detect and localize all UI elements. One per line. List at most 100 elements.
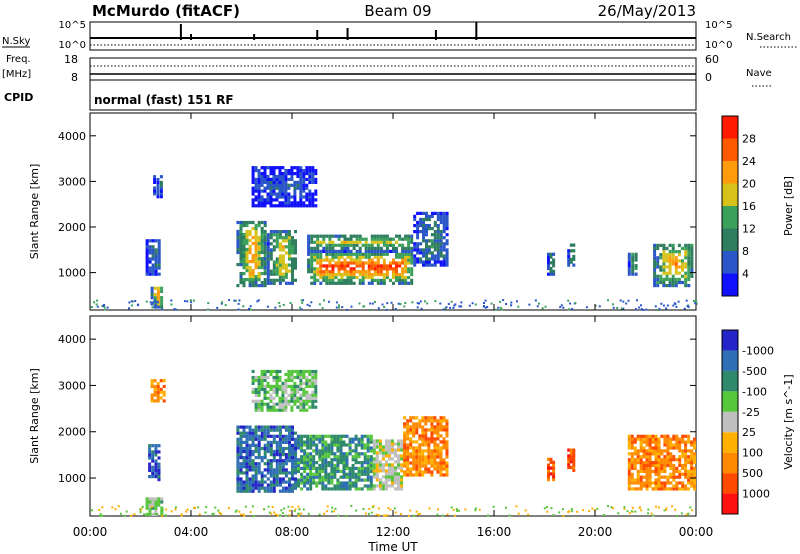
data-cell <box>648 440 652 444</box>
data-cell <box>436 236 440 240</box>
data-cell <box>236 284 240 288</box>
data-cell <box>339 452 343 456</box>
data-cell <box>410 281 414 285</box>
data-cell <box>410 273 414 277</box>
data-cell <box>162 379 166 383</box>
data-cell <box>657 437 661 441</box>
data-cell <box>239 480 243 484</box>
data-cell <box>366 466 370 470</box>
data-cell <box>275 269 279 273</box>
data-cell <box>145 242 149 246</box>
ground-scatter-cell <box>327 300 330 303</box>
data-cell <box>272 428 276 432</box>
data-cell <box>251 486 255 490</box>
ground-scatter-cell <box>283 507 286 510</box>
data-cell <box>430 422 434 426</box>
data-cell <box>288 281 291 285</box>
data-cell <box>413 263 417 267</box>
data-cell <box>389 237 392 241</box>
data-cell <box>348 475 352 479</box>
data-cell <box>552 478 556 482</box>
data-cell <box>333 458 337 462</box>
data-cell <box>236 453 240 457</box>
ground-scatter-cell <box>123 514 126 517</box>
data-cell <box>291 471 294 475</box>
data-cell <box>687 472 691 476</box>
data-cell <box>306 455 310 459</box>
data-cell <box>369 469 373 473</box>
ground-scatter-cell <box>611 303 614 306</box>
data-cell <box>248 456 252 460</box>
data-cell <box>239 486 243 490</box>
data-cell <box>436 437 440 441</box>
data-cell <box>242 284 246 288</box>
ground-scatter-cell <box>323 299 325 302</box>
data-cell <box>254 169 258 173</box>
data-cell <box>419 230 423 234</box>
data-cell <box>242 247 246 252</box>
data-cell <box>245 459 249 463</box>
data-cell <box>681 268 684 272</box>
ground-scatter-cell <box>212 512 215 515</box>
data-cell <box>677 253 681 257</box>
data-cell <box>395 273 398 277</box>
data-cell <box>375 478 379 482</box>
ground-scatter-cell <box>665 508 668 511</box>
data-cell <box>260 434 264 438</box>
data-cell <box>433 452 437 456</box>
data-cell <box>260 408 264 412</box>
data-cell <box>668 250 672 254</box>
data-cell <box>422 217 425 222</box>
ground-scatter-cell <box>237 308 240 311</box>
data-cell <box>634 252 638 256</box>
data-cell <box>314 387 318 391</box>
ground-scatter-cell <box>647 508 650 511</box>
data-cell <box>445 467 449 471</box>
data-cell <box>272 408 276 412</box>
data-cell <box>678 475 682 479</box>
data-cell <box>369 463 373 468</box>
data-cell <box>413 224 417 228</box>
data-cell <box>421 419 425 423</box>
data-cell <box>309 472 313 476</box>
data-cell <box>340 261 344 265</box>
data-cell <box>668 284 672 288</box>
data-cell <box>674 277 678 281</box>
ground-scatter-cell <box>642 308 644 311</box>
data-cell <box>308 399 312 403</box>
data-cell <box>327 463 331 468</box>
data-cell <box>281 186 285 190</box>
data-cell <box>156 178 160 182</box>
data-cell <box>333 472 337 476</box>
data-cell <box>375 469 379 473</box>
data-cell <box>445 443 449 447</box>
data-cell <box>418 446 422 450</box>
data-cell <box>401 275 405 280</box>
data-cell <box>284 405 288 409</box>
data-cell <box>360 461 364 465</box>
data-cell <box>433 236 437 240</box>
data-cell <box>272 272 276 276</box>
data-cell <box>266 263 270 267</box>
data-cell <box>322 240 326 244</box>
data-cell <box>433 220 437 225</box>
ground-scatter-cell <box>90 306 93 308</box>
data-cell <box>260 177 264 181</box>
data-cell <box>351 440 355 444</box>
data-cell <box>305 375 309 380</box>
data-cell <box>293 390 297 394</box>
data-cell <box>296 399 300 403</box>
ground-scatter-cell <box>207 308 210 311</box>
data-cell <box>337 243 341 247</box>
data-cell <box>251 177 255 181</box>
data-cell <box>248 281 252 285</box>
data-cell <box>284 266 288 270</box>
data-cell <box>360 469 364 473</box>
ground-scatter-cell <box>165 508 168 511</box>
data-cell <box>442 428 446 432</box>
data-cell <box>322 258 326 262</box>
data-cell <box>379 246 383 250</box>
data-cell <box>248 489 252 493</box>
data-cell <box>370 246 374 250</box>
data-cell <box>430 440 434 444</box>
